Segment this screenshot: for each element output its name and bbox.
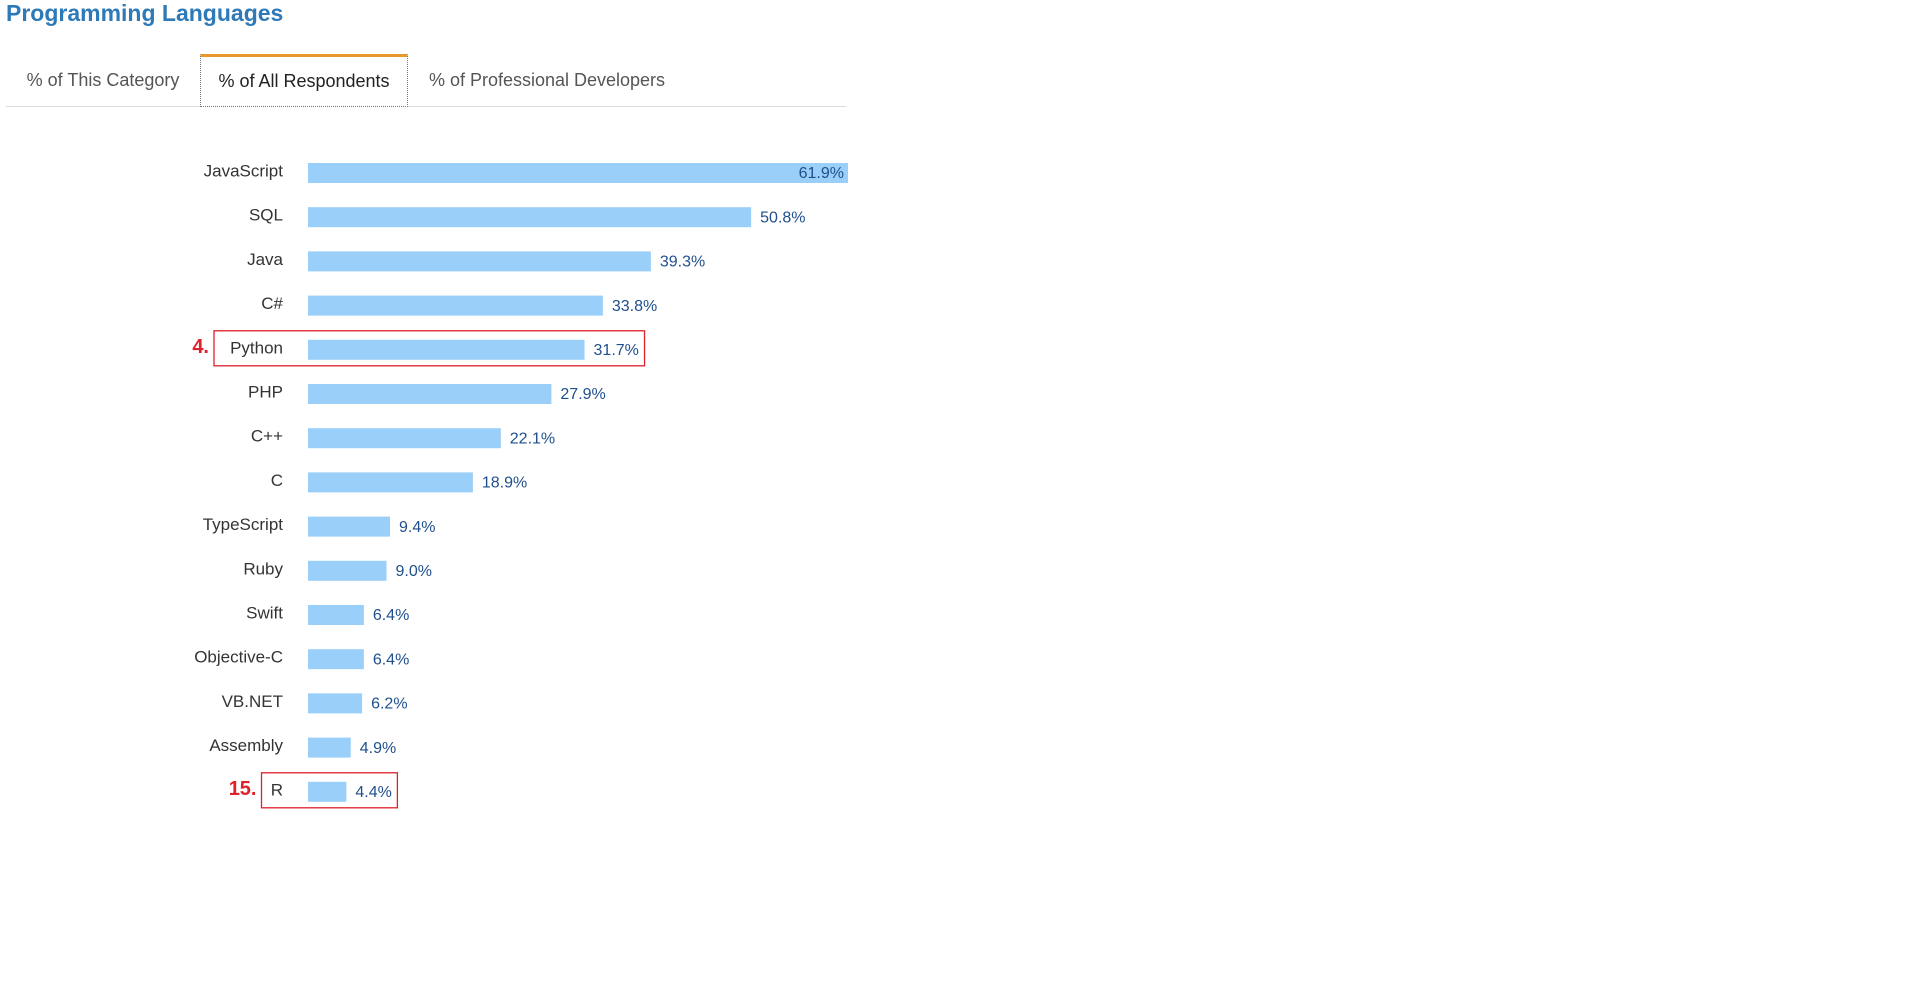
value-label: 4.4% [355,784,391,801]
category-label: VB.NET [222,692,283,711]
bar [308,251,651,272]
value-label: 9.0% [396,563,432,580]
category-label: Ruby [243,559,283,578]
bar-row-vb-net: VB.NET 6.2% [222,692,408,714]
bar-row-objective-c: Objective-C 6.4% [194,648,409,670]
tab-bar: % of This Category % of All Respondents … [6,54,846,107]
bar-row-php: PHP 27.9% [248,382,606,404]
category-label: Python [230,338,283,357]
value-label: 61.9% [799,165,844,182]
bar [308,693,363,714]
bar [308,472,473,493]
value-label: 4.9% [360,740,396,757]
bar [308,163,848,183]
bar-row-c: C++ 22.1% [251,427,555,449]
category-label: JavaScript [204,161,284,180]
tab-all-respondents[interactable]: % of All Respondents [200,54,408,107]
category-label: Assembly [209,736,283,755]
category-label: C++ [251,427,283,446]
bar-row-c: C 18.9% [271,471,527,493]
bar-row-sql: SQL 50.8% [249,206,806,228]
value-label: 6.4% [373,607,409,624]
category-label: PHP [248,382,283,401]
rank-label: 4. [192,336,209,358]
bar [308,516,391,537]
value-label: 33.8% [612,298,657,315]
category-label: SQL [249,206,283,225]
bar-row-r: R 4.4% 15. [229,772,399,809]
bar [308,737,351,758]
tab-professional-developers[interactable]: % of Professional Developers [428,70,666,90]
highlight-box [260,772,399,809]
bar-row-ruby: Ruby 9.0% [243,559,432,581]
bar-row-c: C# 33.8% [261,294,657,316]
highlight-box [213,330,646,367]
bar [308,384,552,404]
value-label: 9.4% [399,519,435,536]
bar-row-typescript: TypeScript 9.4% [203,515,435,537]
bar [308,295,603,316]
value-label: 31.7% [594,342,639,359]
bar-row-python: Python 31.7% 4. [192,330,646,367]
category-label: C [271,471,283,490]
value-label: 18.9% [482,475,527,492]
category-label: Java [247,250,283,269]
bar [308,605,364,625]
value-label: 6.4% [373,651,409,668]
bar [308,649,364,670]
value-label: 39.3% [660,254,705,271]
bar-row-assembly: Assembly 4.9% [209,736,396,758]
bar [308,781,347,802]
value-label: 27.9% [560,386,605,403]
value-label: 50.8% [760,209,805,226]
value-label: 6.2% [371,696,407,713]
bar [308,339,585,360]
rank-label: 15. [229,778,257,800]
bar-row-swift: Swift 6.4% [246,603,409,625]
category-label: Objective-C [194,648,283,667]
value-label: 22.1% [510,430,555,447]
bar-row-javascript: JavaScript 61.9% [204,161,848,183]
bar [308,207,752,228]
bar [308,560,387,581]
category-label: TypeScript [203,515,284,534]
page-title: Programming Languages [6,0,284,26]
tab-this-category[interactable]: % of This Category [26,70,180,90]
bar [308,428,501,449]
category-label: R [271,780,283,799]
bar-row-java: Java 39.3% [247,250,705,272]
category-label: Swift [246,603,283,622]
category-label: C# [261,294,283,313]
